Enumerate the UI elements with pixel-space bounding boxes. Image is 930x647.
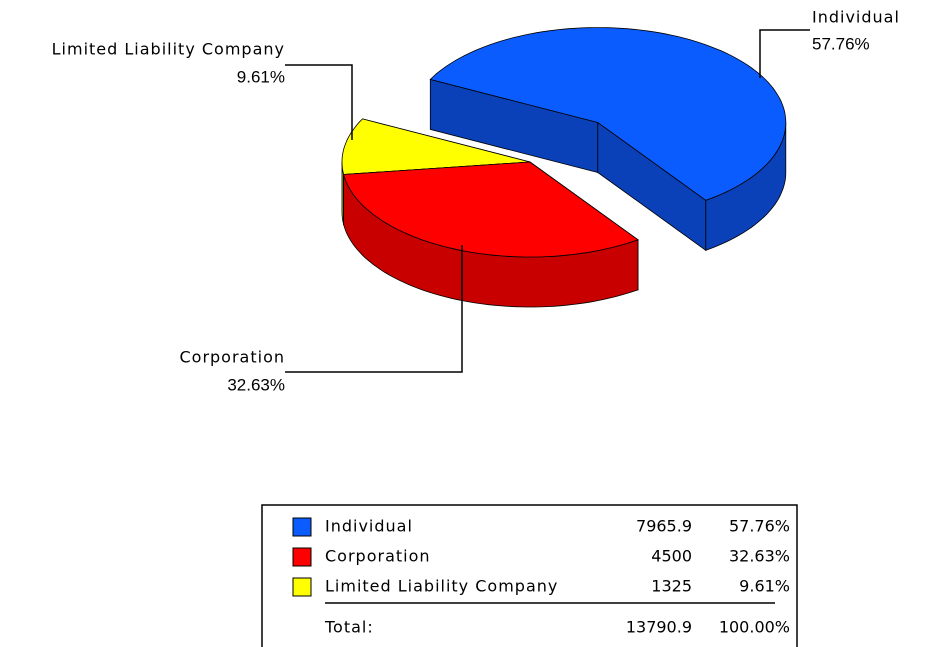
slice-label: Limited Liability Company (52, 40, 285, 59)
slice-percent: 32.63% (227, 375, 285, 394)
legend-name: Corporation (325, 547, 431, 566)
legend-name: Limited Liability Company (325, 577, 558, 596)
slice-label: Individual (812, 8, 900, 27)
total-value: 13790.9 (626, 618, 692, 637)
total-percent: 100.00% (719, 618, 790, 637)
legend-value: 7965.9 (636, 517, 692, 536)
pie (341, 27, 787, 308)
slice (429, 27, 787, 201)
legend-swatch (292, 517, 312, 537)
slice-percent: 57.76% (812, 34, 870, 53)
leader-line (759, 29, 810, 78)
leader-line (285, 64, 353, 140)
slice (343, 161, 639, 258)
total-label: Total: (324, 618, 374, 637)
leader-line (285, 245, 463, 373)
legend-percent: 32.63% (729, 547, 790, 566)
slice-label: Corporation (179, 348, 285, 367)
legend-swatch (292, 577, 312, 597)
slice-percent: 9.61% (237, 67, 285, 86)
legend-name: Individual (325, 517, 413, 536)
legend-swatch (292, 547, 312, 567)
legend-value: 4500 (651, 547, 692, 566)
slice (341, 118, 531, 175)
legend-percent: 57.76% (729, 517, 790, 536)
legend-value: 1325 (651, 577, 692, 596)
legend: Individual 7965.9 57.76% Corporation 4500 32.… (292, 517, 790, 637)
legend-percent: 9.61% (739, 577, 790, 596)
legend-box (261, 504, 798, 647)
slice-labels: Individual 57.76% Corporation 32.63% Limited… (52, 8, 900, 395)
